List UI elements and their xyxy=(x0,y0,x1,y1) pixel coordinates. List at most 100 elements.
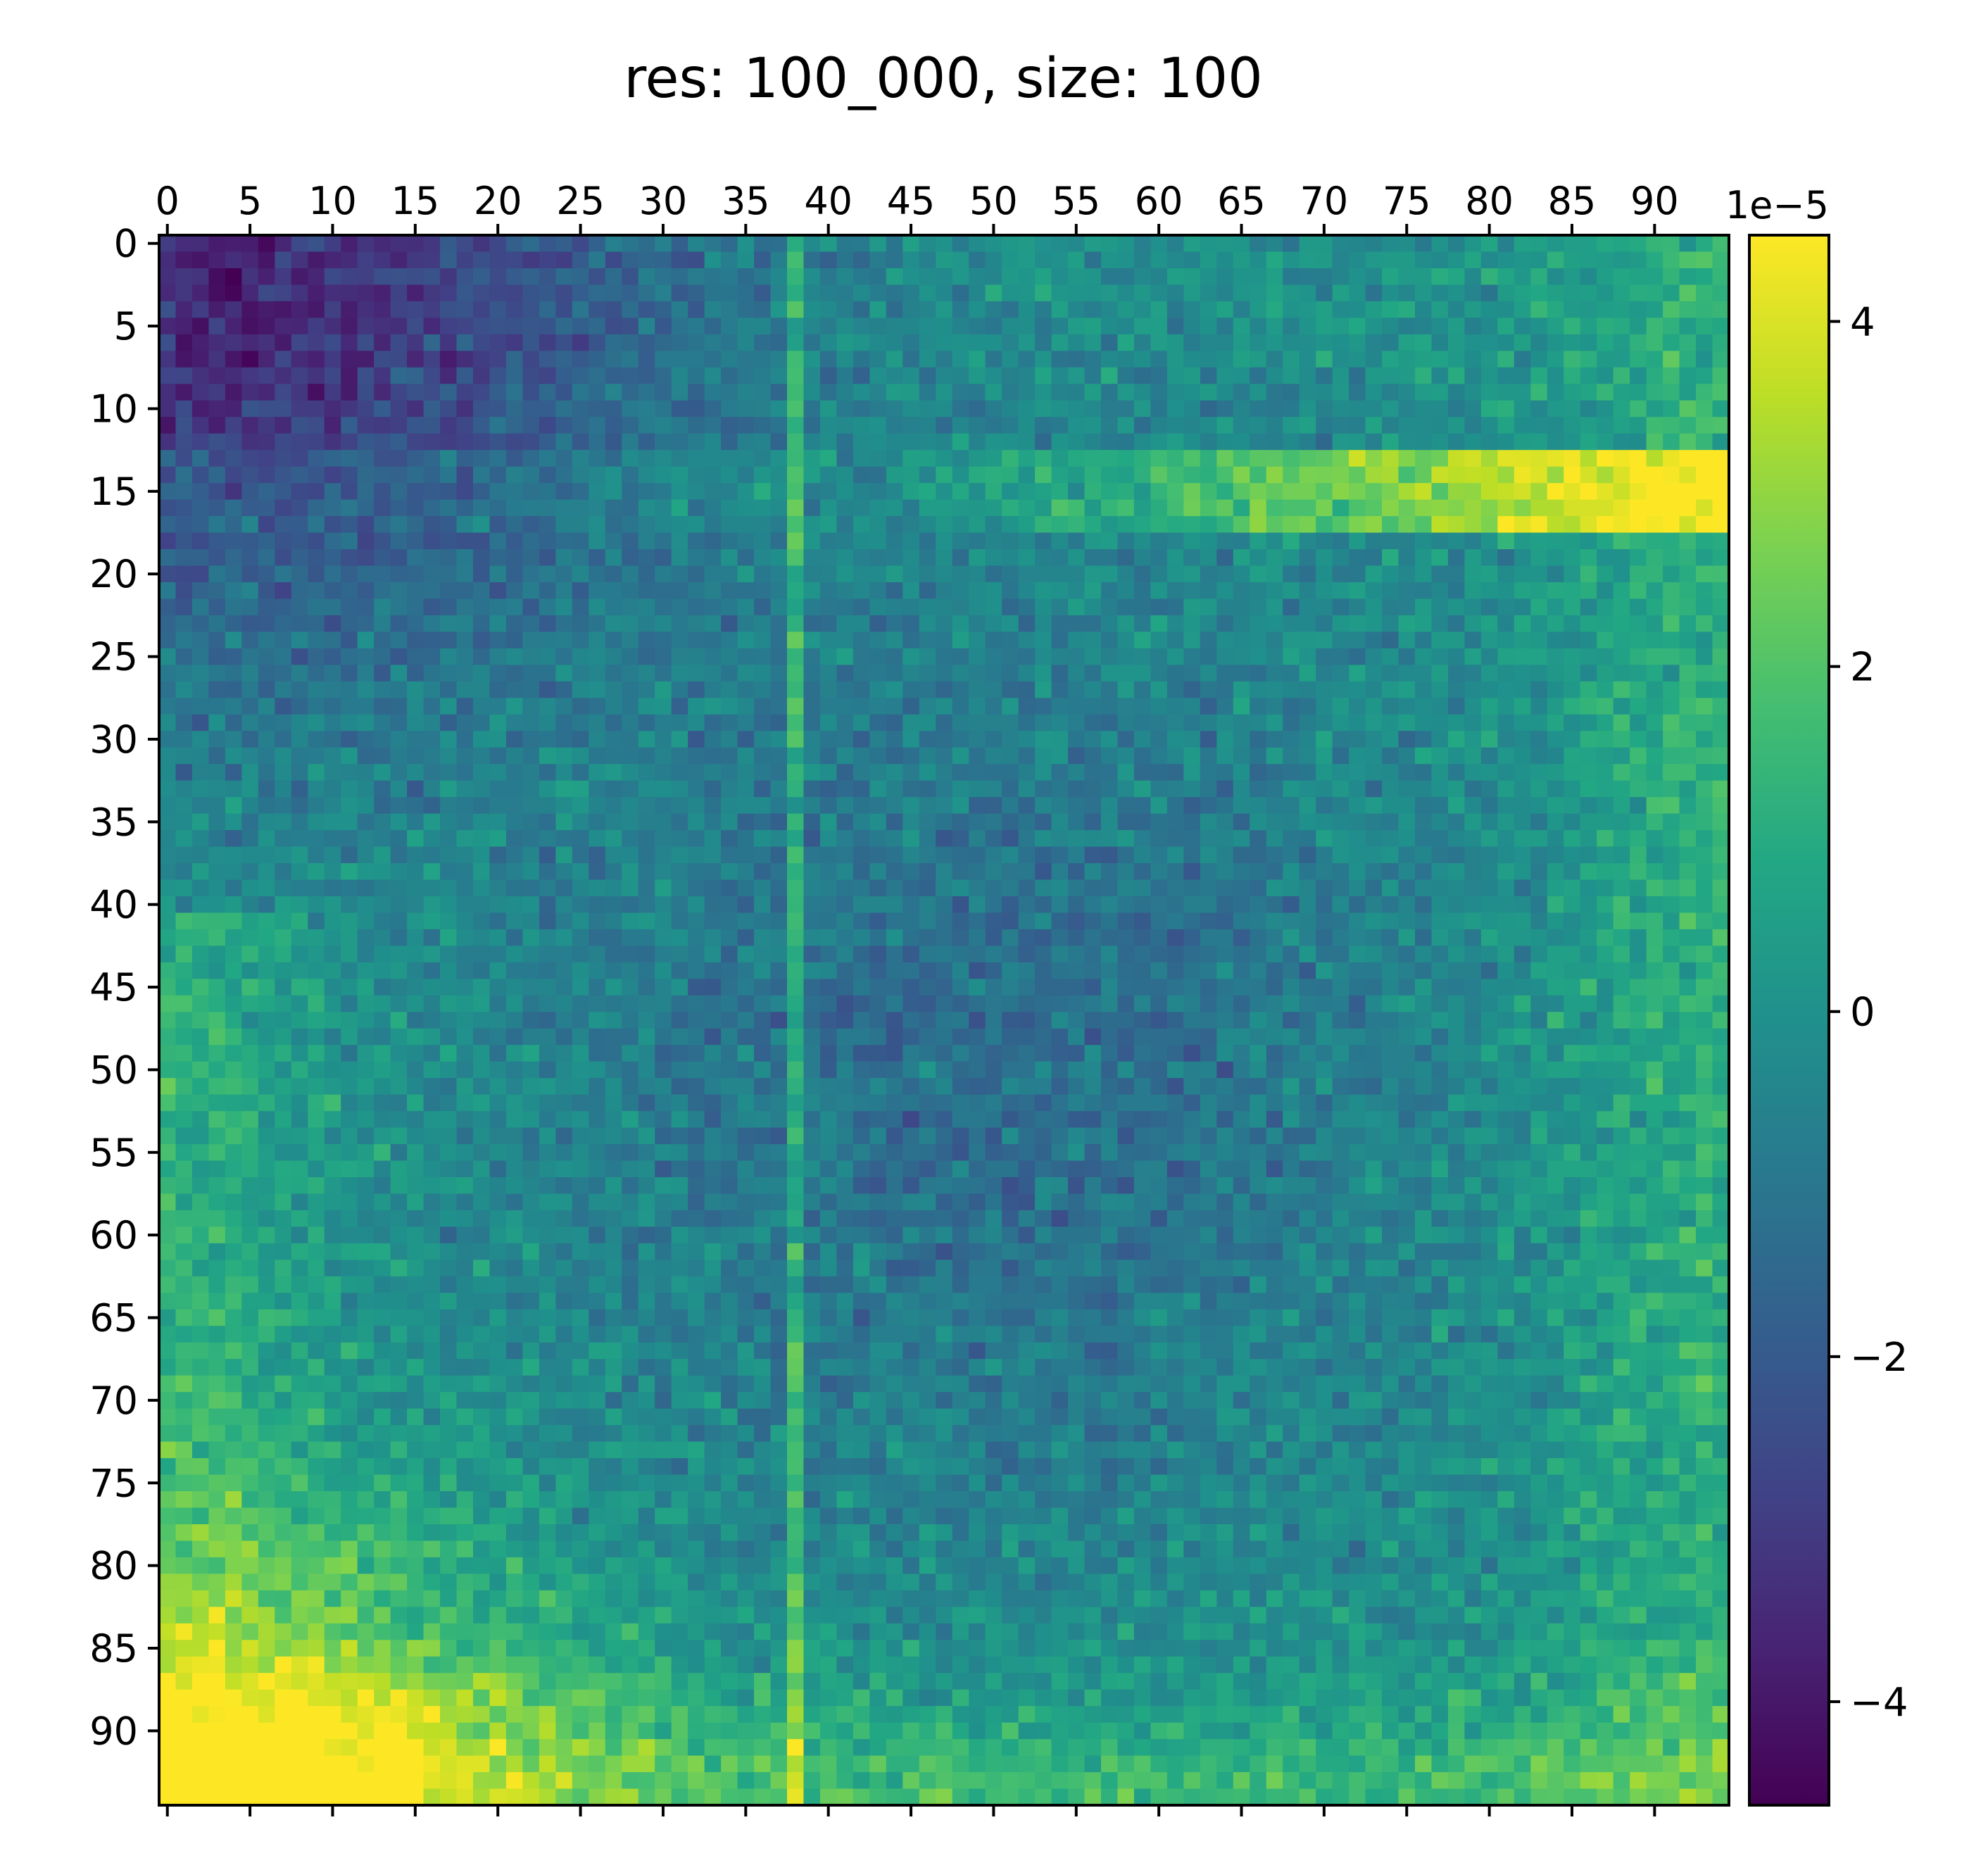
heatmap-cell xyxy=(1299,565,1316,583)
heatmap-cell xyxy=(1250,731,1267,748)
heatmap-cell xyxy=(919,797,936,815)
heatmap-cell xyxy=(1101,582,1119,600)
heatmap-cell xyxy=(539,1094,556,1112)
heatmap-cell xyxy=(1663,665,1680,682)
heatmap-cell xyxy=(1216,681,1234,698)
heatmap-cell xyxy=(919,813,936,831)
heatmap-cell xyxy=(1580,367,1597,384)
heatmap-cell xyxy=(1630,714,1647,732)
heatmap-cell xyxy=(1101,813,1119,831)
heatmap-cell xyxy=(688,235,705,253)
heatmap-cell xyxy=(1365,879,1383,897)
heatmap-cell xyxy=(1580,1028,1597,1046)
heatmap-cell xyxy=(1200,301,1217,318)
heatmap-cell xyxy=(1250,466,1267,484)
heatmap-cell xyxy=(952,582,969,600)
heatmap-cell xyxy=(1250,417,1267,434)
heatmap-cell xyxy=(473,764,491,782)
heatmap-cell xyxy=(423,268,441,286)
heatmap-cell xyxy=(655,912,672,930)
heatmap-cell xyxy=(572,334,589,351)
heatmap-cell xyxy=(655,384,672,401)
heatmap-cell xyxy=(1497,334,1515,351)
heatmap-cell xyxy=(1051,946,1069,963)
heatmap-cell xyxy=(1166,681,1184,698)
heatmap-cell xyxy=(1002,632,1019,649)
heatmap-cell xyxy=(308,334,325,351)
heatmap-cell xyxy=(1365,598,1383,616)
heatmap-cell xyxy=(357,1028,375,1046)
heatmap-cell xyxy=(1068,912,1086,930)
heatmap-cell xyxy=(1613,268,1630,286)
heatmap-cell xyxy=(1166,1061,1184,1079)
heatmap-cell xyxy=(902,235,920,253)
heatmap-cell xyxy=(1415,1028,1433,1046)
heatmap-cell xyxy=(1299,251,1316,269)
heatmap-cell xyxy=(655,367,672,384)
heatmap-cell xyxy=(1068,846,1086,864)
heatmap-cell xyxy=(836,1094,854,1112)
heatmap-cell xyxy=(258,714,275,732)
heatmap-cell xyxy=(1166,846,1184,864)
heatmap-cell xyxy=(1299,433,1316,451)
heatmap-cell xyxy=(1382,665,1399,682)
heatmap-cell xyxy=(1415,648,1433,665)
heatmap-cell xyxy=(819,764,838,782)
heatmap-cell xyxy=(1166,334,1184,351)
heatmap-cell xyxy=(1514,516,1531,534)
heatmap-cell xyxy=(1547,747,1564,765)
heatmap-cell xyxy=(819,1094,838,1112)
heatmap-cell xyxy=(390,830,408,848)
heatmap-cell xyxy=(853,516,870,534)
heatmap-cell xyxy=(555,863,573,881)
heatmap-cell xyxy=(1183,665,1201,682)
heatmap-cell xyxy=(1283,797,1300,815)
heatmap-cell xyxy=(1646,532,1663,550)
heatmap-cell xyxy=(1580,830,1597,848)
heatmap-cell xyxy=(225,698,242,715)
heatmap-cell xyxy=(985,665,1002,682)
heatmap-cell xyxy=(638,499,655,517)
heatmap-cell xyxy=(1068,979,1086,996)
heatmap-cell xyxy=(1183,598,1201,616)
heatmap-cell xyxy=(241,813,259,831)
heatmap-cell xyxy=(1349,1061,1366,1079)
heatmap-cell xyxy=(572,549,589,567)
heatmap-cell xyxy=(886,797,903,815)
heatmap-cell xyxy=(803,516,821,534)
heatmap-cell xyxy=(819,1028,838,1046)
heatmap-cell xyxy=(688,946,705,963)
heatmap-cell xyxy=(357,995,375,1012)
heatmap-cell xyxy=(1084,351,1102,368)
heatmap-cell xyxy=(1696,400,1713,418)
heatmap-cell xyxy=(1117,797,1135,815)
heatmap-cell xyxy=(1712,813,1730,831)
heatmap-cell xyxy=(241,483,259,501)
heatmap-cell xyxy=(754,516,772,534)
heatmap-cell xyxy=(1564,1078,1581,1096)
heatmap-cell xyxy=(1349,797,1366,815)
heatmap-cell xyxy=(1299,648,1316,665)
heatmap-cell xyxy=(456,251,474,269)
heatmap-cell xyxy=(1316,516,1333,534)
heatmap-cell xyxy=(1051,995,1069,1012)
heatmap-cell xyxy=(1564,698,1581,715)
heatmap-cell xyxy=(770,896,788,914)
heatmap-cell xyxy=(1283,731,1300,748)
heatmap-cell xyxy=(787,318,805,335)
heatmap-cell xyxy=(407,565,424,583)
heatmap-cell xyxy=(836,400,854,418)
heatmap-cell xyxy=(191,565,210,583)
heatmap-cell xyxy=(1547,499,1564,517)
heatmap-cell xyxy=(1564,896,1581,914)
heatmap-cell xyxy=(936,979,953,996)
heatmap-cell xyxy=(159,1045,177,1062)
heatmap-cell xyxy=(671,549,688,567)
heatmap-cell xyxy=(1480,615,1498,632)
heatmap-cell xyxy=(423,367,441,384)
heatmap-cell xyxy=(1183,433,1201,451)
heatmap-cell xyxy=(258,351,275,368)
heatmap-cell xyxy=(936,351,953,368)
heatmap-cell xyxy=(489,979,507,996)
heatmap-cell xyxy=(770,499,788,517)
